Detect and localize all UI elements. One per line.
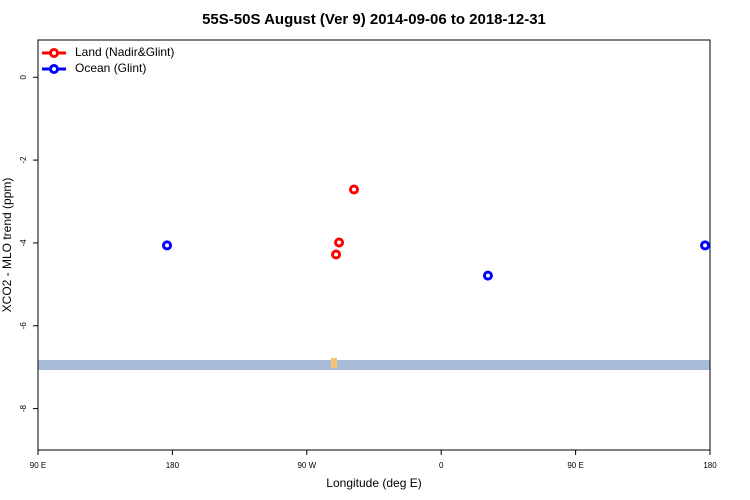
y-tick-label: -6 <box>19 322 28 330</box>
y-tick-label: -8 <box>19 404 28 412</box>
map-land <box>331 358 337 368</box>
x-tick-label: 0 <box>439 461 444 470</box>
x-tick-label: 90 E <box>30 461 46 470</box>
point <box>482 270 493 281</box>
x-tick-label: 90 E <box>567 461 583 470</box>
legend-label: Land (Nadir&Glint) <box>75 45 174 59</box>
legend-label: Ocean (Glint) <box>75 61 146 75</box>
point <box>348 184 359 195</box>
y-tick-label: -4 <box>19 239 28 247</box>
legend-marker <box>49 64 59 74</box>
point <box>331 249 342 260</box>
legend-marker <box>49 48 59 58</box>
y-tick-label: -2 <box>19 156 28 164</box>
map-strip <box>38 360 710 370</box>
x-tick-label: 90 W <box>297 461 316 470</box>
x-tick-label: 180 <box>703 461 717 470</box>
point <box>334 237 345 248</box>
x-axis-label: Longitude (deg E) <box>326 476 421 490</box>
plot-frame <box>37 39 711 451</box>
point <box>700 240 711 251</box>
point <box>162 240 173 251</box>
chart-title: 55S-50S August (Ver 9) 2014-09-06 to 201… <box>202 11 546 28</box>
y-axis-label: XCO2 - MLO trend (ppm) <box>0 178 14 313</box>
x-tick-label: 180 <box>166 461 180 470</box>
y-tick-label: 0 <box>19 74 28 79</box>
